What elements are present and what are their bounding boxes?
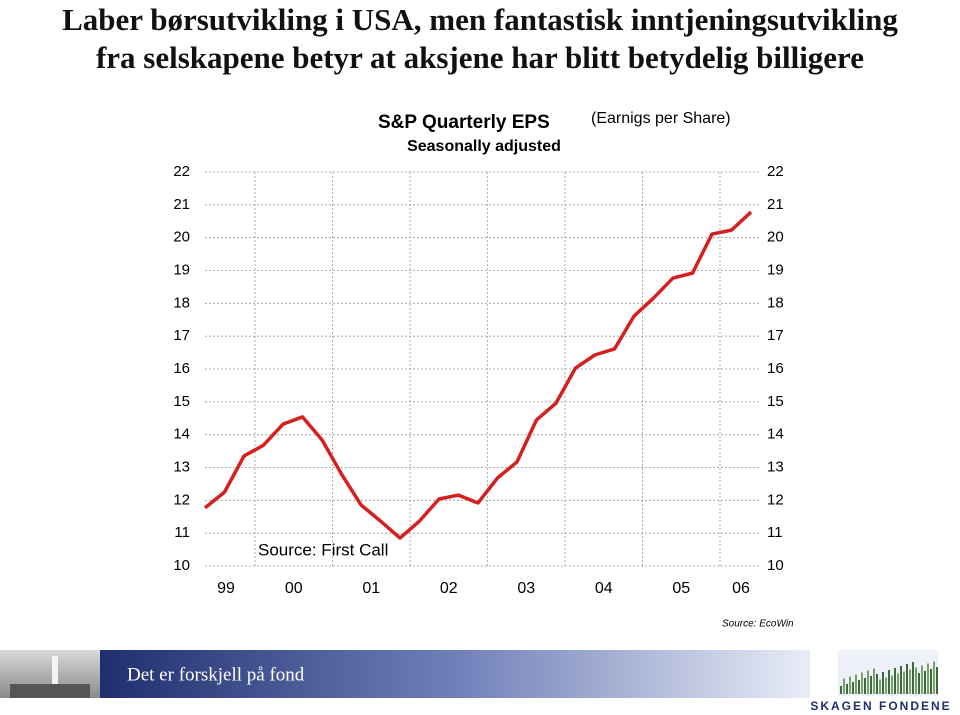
y2-tick-label: 22 <box>767 163 784 180</box>
title-line: fra selskapene betyr at aksjene har blit… <box>95 40 865 75</box>
y-tick-label: 20 <box>173 229 190 246</box>
y2-tick-label: 11 <box>767 524 783 541</box>
y-tick-label: 14 <box>173 426 190 443</box>
logo-bar <box>840 686 842 694</box>
logo-bar <box>873 668 875 694</box>
logo-bar <box>888 670 890 694</box>
logo-bar <box>903 671 905 694</box>
y2-tick-label: 12 <box>767 491 784 508</box>
y-tick-label: 11 <box>174 524 190 541</box>
y-tick-label: 12 <box>173 491 190 508</box>
logo-bar <box>927 663 929 694</box>
annotation: Source: First Call <box>258 540 388 559</box>
lighthouse <box>52 656 58 686</box>
logo-bar <box>897 673 899 694</box>
logo-bar <box>870 676 872 694</box>
logo-bar <box>906 664 908 694</box>
y-tick-label: 18 <box>173 294 190 311</box>
y2-tick-label: 14 <box>767 426 784 443</box>
y-tick-label: 22 <box>173 163 190 180</box>
y2-tick-label: 20 <box>767 229 784 246</box>
x-tick-label: 04 <box>595 580 613 597</box>
logo-text: SKAGEN FONDENE <box>810 699 951 713</box>
y-tick-label: 10 <box>173 557 190 574</box>
logo-bar <box>849 676 851 694</box>
logo-bar <box>909 669 911 694</box>
rocks <box>10 684 90 698</box>
logo-bar <box>936 667 938 694</box>
y2-tick-label: 18 <box>767 294 784 311</box>
y2-tick-label: 17 <box>767 327 784 344</box>
logo-bar <box>915 667 917 694</box>
logo-bar <box>930 669 932 694</box>
logo-bar <box>879 679 881 694</box>
logo-bar <box>894 668 896 694</box>
y-tick-label: 15 <box>173 393 190 410</box>
logo-bar <box>921 665 923 694</box>
x-tick-label: 01 <box>362 580 380 597</box>
logo-bar <box>924 671 926 694</box>
logo-bar <box>855 674 857 694</box>
y2-tick-label: 19 <box>767 261 784 278</box>
logo-bar <box>861 672 863 694</box>
logo-bar <box>912 662 914 694</box>
x-tick-label: 99 <box>217 580 235 597</box>
logo-bar <box>885 677 887 694</box>
logo-bar <box>867 670 869 694</box>
y2-tick-label: 16 <box>767 360 784 377</box>
chart-subtitle: Seasonally adjusted <box>407 138 561 155</box>
banner <box>100 650 810 698</box>
y-tick-label: 13 <box>173 458 190 475</box>
x-tick-label: 05 <box>672 580 690 597</box>
logo-bar <box>858 680 860 694</box>
chart-subtitle: (Earnigs per Share) <box>591 110 731 127</box>
logo-bar <box>918 673 920 694</box>
x-tick-label: 00 <box>285 580 303 597</box>
logo-bar <box>876 674 878 694</box>
y-tick-label: 21 <box>173 196 190 213</box>
logo-bar <box>891 675 893 694</box>
y2-tick-label: 10 <box>767 557 784 574</box>
logo-bar <box>843 678 845 694</box>
logo-bar <box>900 666 902 694</box>
x-tick-label: 06 <box>732 580 750 597</box>
logo-bar <box>852 682 854 694</box>
logo-bar <box>882 672 884 694</box>
chart-title: S&P Quarterly EPS <box>378 112 550 133</box>
logo-bar <box>864 678 866 694</box>
x-tick-label: 02 <box>440 580 458 597</box>
title-line: Laber børsutvikling i USA, men fantastis… <box>62 2 898 37</box>
logo-bar <box>933 661 935 694</box>
y-tick-label: 17 <box>173 327 190 344</box>
slogan: Det er forskjell på fond <box>127 664 305 685</box>
logo-bar <box>846 684 848 694</box>
source: Source: EcoWin <box>722 619 794 630</box>
y2-tick-label: 21 <box>767 196 784 213</box>
y-tick-label: 16 <box>173 360 190 377</box>
y-tick-label: 19 <box>173 261 190 278</box>
y2-tick-label: 13 <box>767 458 784 475</box>
logo <box>838 650 938 696</box>
y2-tick-label: 15 <box>767 393 784 410</box>
x-tick-label: 03 <box>517 580 535 597</box>
data-line <box>203 210 753 540</box>
